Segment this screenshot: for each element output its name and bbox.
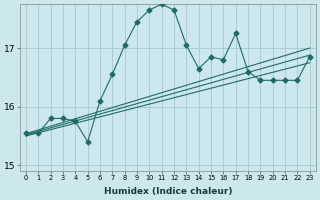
X-axis label: Humidex (Indice chaleur): Humidex (Indice chaleur) <box>104 187 232 196</box>
